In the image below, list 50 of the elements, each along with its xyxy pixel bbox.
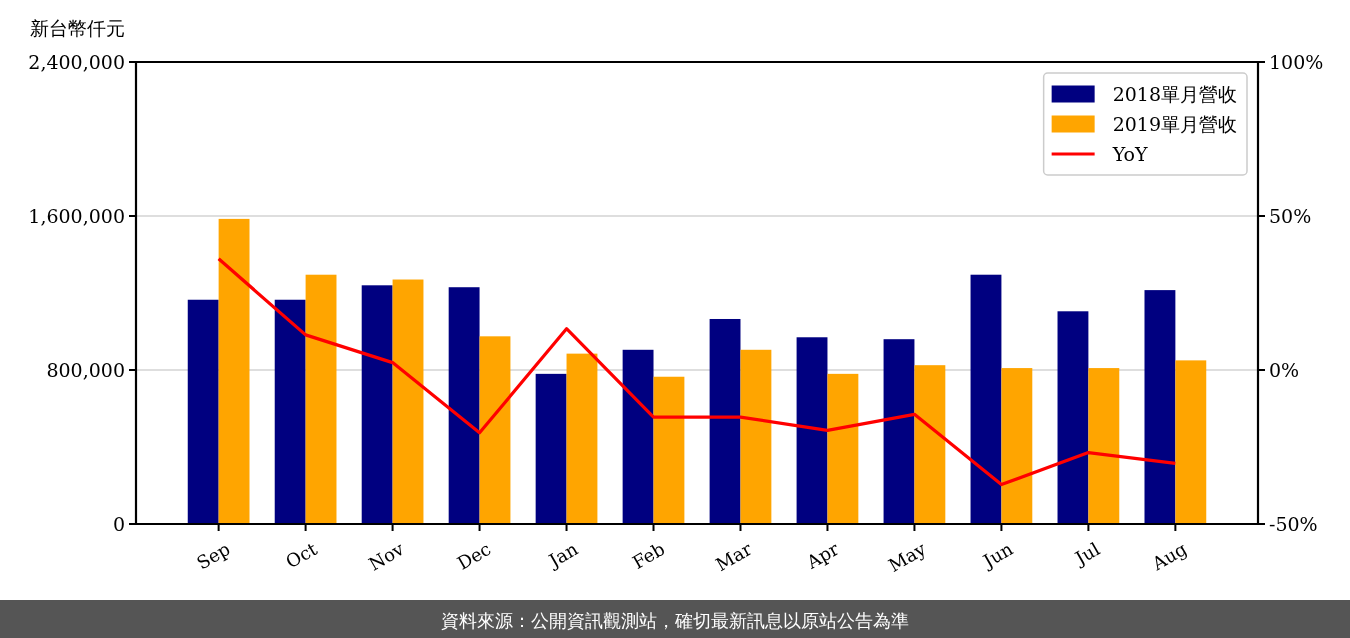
- y-tick-label: 2,400,000: [28, 51, 125, 73]
- bar: [1057, 311, 1089, 524]
- x-tick-label: Sep: [193, 538, 234, 574]
- line-series: [217, 257, 1177, 487]
- bar: [1001, 368, 1033, 524]
- y2-tick-label: 50%: [1269, 205, 1312, 227]
- bar: [883, 339, 915, 524]
- bar: [709, 318, 741, 524]
- x-tick-label: Feb: [628, 538, 669, 574]
- x-tick-label: Apr: [802, 537, 843, 574]
- y-tick-label: 800,000: [46, 359, 125, 381]
- bar: [448, 287, 480, 524]
- legend-label: 2019單月營收: [1112, 113, 1237, 135]
- x-tick-label: Aug: [1147, 538, 1191, 575]
- legend-label: 2018單月營收: [1112, 83, 1237, 105]
- bar: [914, 365, 946, 524]
- bar: [740, 349, 772, 524]
- x-tick-label: Dec: [453, 538, 495, 574]
- x-tick-label: Nov: [365, 537, 409, 575]
- x-tick-label: Jun: [977, 537, 1017, 573]
- bar: [274, 299, 306, 524]
- bar: [479, 336, 511, 524]
- y-axis-title: 新台幣仟元: [30, 17, 125, 39]
- bar: [361, 285, 393, 524]
- y2-tick-label: -50%: [1269, 513, 1318, 535]
- x-tick-label: Oct: [282, 537, 322, 573]
- bar: [827, 373, 859, 524]
- source-note: 資料來源：公開資訊觀測站，確切最新訊息以原站公告為準: [441, 609, 909, 631]
- bar: [305, 274, 337, 524]
- y2-tick-label: 0%: [1269, 359, 1300, 381]
- bar: [796, 337, 828, 524]
- x-tick-label: Jul: [1069, 537, 1104, 570]
- bar: [622, 349, 654, 524]
- bar: [218, 218, 250, 524]
- bar: [1144, 290, 1176, 524]
- bar: [392, 279, 424, 524]
- y2-tick-label: 100%: [1269, 51, 1324, 73]
- legend-label: YoY: [1111, 143, 1148, 165]
- bar: [535, 373, 567, 524]
- y-tick-label: 1,600,000: [28, 205, 125, 227]
- bar: [970, 274, 1002, 524]
- y-tick-label: 0: [112, 513, 125, 535]
- bar: [187, 299, 219, 524]
- x-tick-label: Jan: [543, 537, 582, 573]
- bar: [653, 376, 685, 524]
- bar: [566, 353, 598, 524]
- bar: [1175, 360, 1207, 524]
- x-tick-label: Mar: [712, 537, 756, 576]
- x-tick-label: May: [884, 537, 930, 576]
- bar: [1088, 368, 1120, 524]
